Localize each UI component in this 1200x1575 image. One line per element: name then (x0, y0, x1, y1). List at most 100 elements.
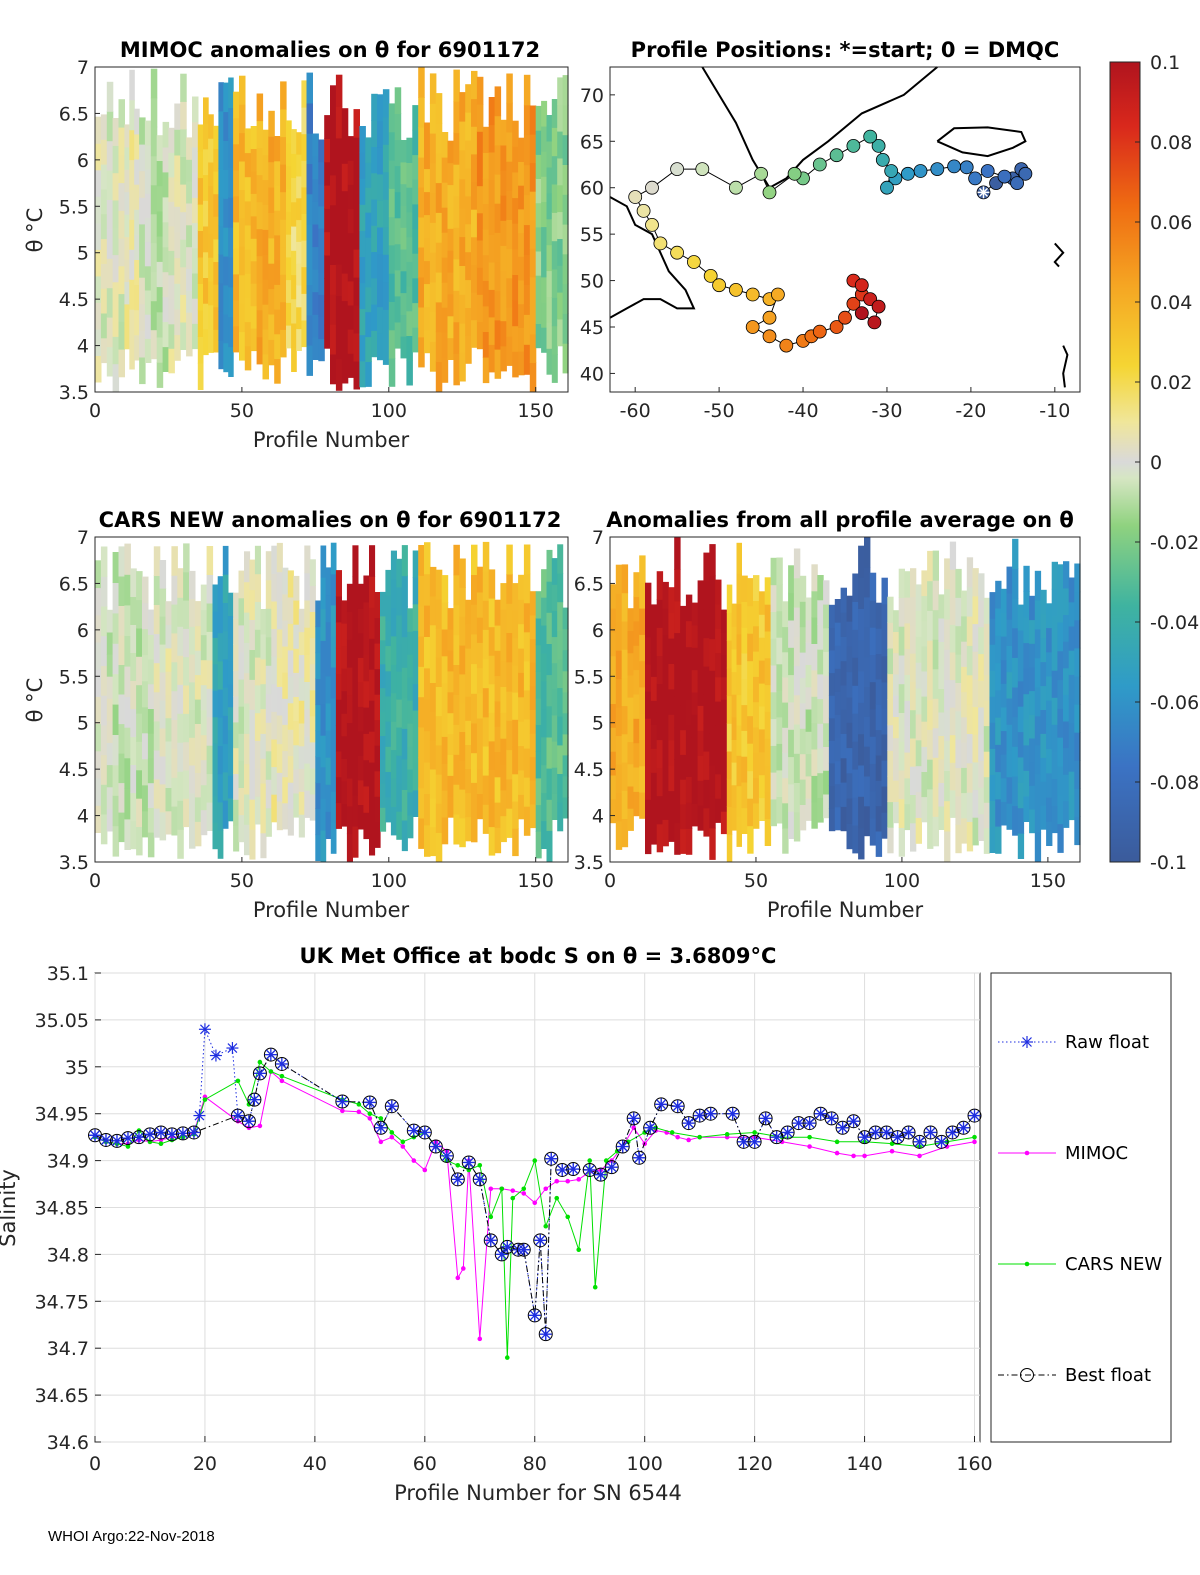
y-tick-label: 45 (580, 317, 604, 339)
raw-float-marker (539, 1328, 552, 1341)
heatmap-cell (228, 167, 234, 198)
heatmap-cell (271, 711, 278, 740)
best-float-marker (846, 1114, 861, 1129)
heatmap-cell (978, 813, 985, 841)
heatmap-cell (147, 634, 155, 660)
heatmap-cell (747, 743, 754, 772)
heatmap-cell (227, 797, 234, 822)
heatmap-cell (881, 681, 888, 709)
heatmap-cell (244, 297, 252, 323)
heatmap-cell (506, 632, 513, 663)
heatmap-cell (435, 361, 443, 392)
star-stroke (101, 1135, 111, 1145)
heatmap-cell (720, 699, 728, 723)
heatmap-cell (459, 702, 466, 732)
heatmap-cell (465, 112, 472, 141)
heatmap-cell (296, 175, 302, 199)
heatmap-cell (228, 286, 234, 318)
heatmap-cell (523, 164, 531, 196)
heatmap-cell (250, 328, 258, 352)
heatmap-cell (192, 96, 199, 123)
heatmap-cell (989, 826, 996, 853)
heatmap-cell (921, 620, 928, 647)
data-point (554, 1195, 560, 1201)
heatmap-cell (535, 644, 542, 672)
heatmap-cell (435, 569, 443, 600)
heatmap-cell (400, 183, 407, 206)
heatmap-cell (476, 642, 484, 669)
heatmap-cell (233, 644, 240, 671)
heatmap-cell (1074, 788, 1081, 817)
heatmap-cell (352, 545, 359, 578)
raw-float-marker (193, 1109, 206, 1122)
heatmap-cell (615, 792, 623, 822)
heatmap-cell (239, 132, 246, 162)
heatmap-cell (1017, 706, 1025, 733)
heatmap-cell (864, 716, 871, 747)
heatmap-cell (406, 236, 413, 262)
heatmap-cell (189, 598, 196, 627)
profile-position-marker (703, 268, 718, 283)
heatmap-cell (142, 732, 149, 760)
heatmap-cell (197, 309, 204, 337)
heatmap-cell (213, 238, 219, 262)
heatmap-cell (488, 598, 496, 628)
heatmap-cell (685, 802, 693, 829)
data-point (367, 1111, 373, 1116)
heatmap-cell (1006, 724, 1013, 751)
heatmap-cell (910, 766, 917, 795)
heatmap-cell (983, 751, 991, 778)
heatmap-cell (562, 283, 569, 314)
heatmap-cell (788, 756, 795, 785)
heatmap-cell (535, 617, 542, 646)
heatmap-cell (374, 745, 381, 772)
heatmap-cell (788, 811, 795, 839)
raw-float-marker (99, 1133, 112, 1146)
heatmap-cell (1023, 770, 1030, 797)
heatmap-cell (390, 778, 397, 807)
heatmap-cell (254, 796, 261, 825)
heatmap-cell (286, 211, 292, 235)
heatmap-cell (921, 645, 928, 672)
profile-position-marker (875, 152, 890, 167)
heatmap-cell (293, 768, 300, 794)
heatmap-cell (390, 664, 397, 694)
heatmap-cell (206, 716, 214, 746)
heatmap-cell (1040, 613, 1047, 639)
heatmap-cell (828, 808, 836, 832)
heatmap-cell (318, 227, 325, 251)
heatmap-cell (341, 218, 349, 247)
profile-position-marker (980, 164, 995, 178)
heatmap-cell (650, 700, 658, 725)
heatmap-cell (100, 754, 108, 785)
heatmap-cell (359, 282, 366, 310)
heatmap-cell (194, 747, 202, 773)
star-stroke (134, 1132, 144, 1143)
heatmap-cell (562, 134, 569, 165)
heatmap-cell (418, 246, 425, 278)
star-stroke (859, 1132, 870, 1143)
heatmap-cell (287, 808, 294, 836)
heatmap-cell (130, 568, 137, 597)
heatmap-cell (541, 302, 548, 328)
heatmap-cell (260, 633, 267, 660)
heatmap-cell (194, 772, 202, 798)
heatmap-cell (494, 290, 502, 321)
star-stroke (584, 1165, 595, 1175)
heatmap-cell (183, 741, 190, 771)
heatmap-cell (512, 692, 519, 720)
raw-float-marker (792, 1117, 805, 1130)
heatmap-cell (136, 599, 143, 629)
heatmap-cell (268, 339, 275, 366)
heatmap-cell (418, 666, 425, 698)
heatmap-cell (471, 209, 478, 238)
heatmap-cell (250, 126, 258, 149)
heatmap-cell (244, 793, 251, 825)
heatmap-cell (904, 571, 911, 598)
heatmap-cell (412, 129, 419, 156)
heatmap-cell (805, 642, 812, 665)
heatmap-cell (736, 694, 742, 726)
heatmap-cell (159, 699, 167, 729)
heatmap-cell (776, 690, 783, 718)
heatmap-cell (650, 676, 658, 701)
